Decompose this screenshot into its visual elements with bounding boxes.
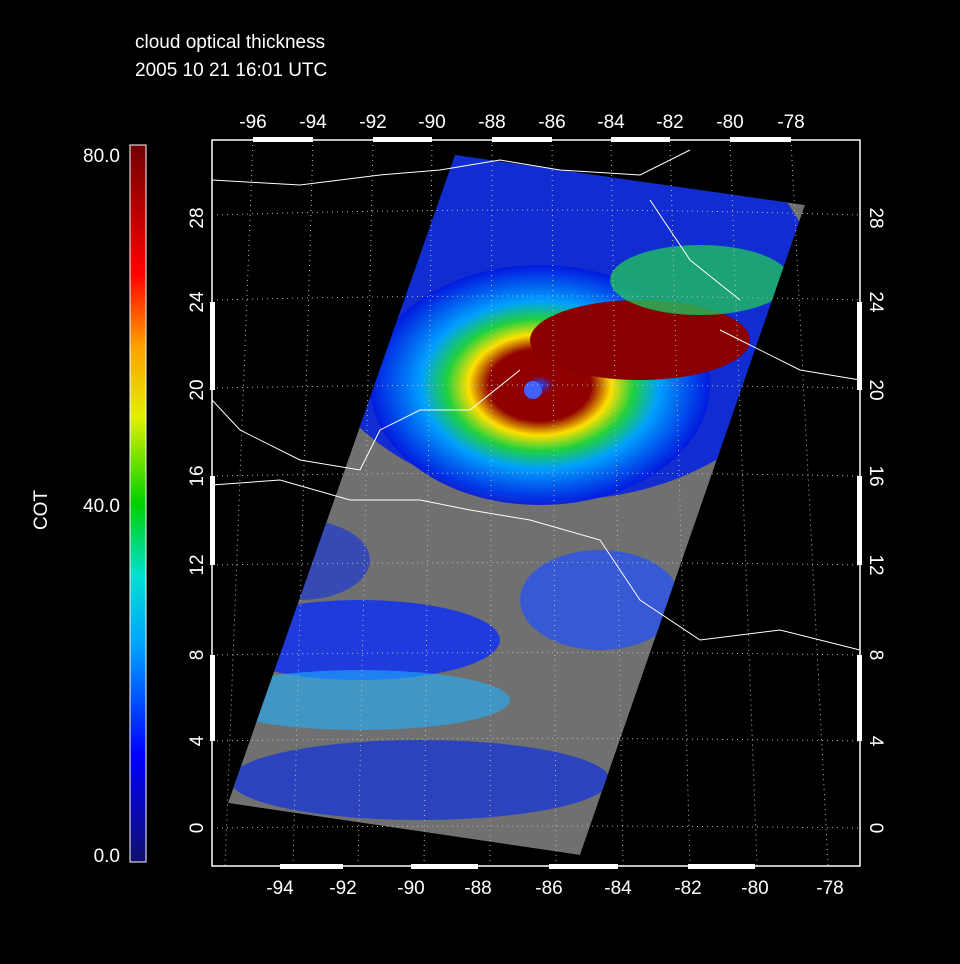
- colorbar-tick-label: 40.0: [83, 496, 120, 517]
- bottom-tick-label: -88: [464, 878, 491, 899]
- axis-bar: [857, 302, 862, 390]
- right-tick-label: 24: [865, 291, 886, 313]
- colorbar-label: COT: [31, 490, 52, 531]
- colorbar-tick-label: 80.0: [83, 146, 120, 167]
- bottom-tick-label: -84: [604, 878, 632, 899]
- left-tick-label: 28: [187, 207, 208, 228]
- top-tick-label: -94: [299, 112, 327, 133]
- bottom-tick-label: -92: [329, 878, 356, 899]
- right-tick-label: 16: [865, 465, 886, 486]
- colorbar: [129, 144, 147, 863]
- axis-bar: [411, 864, 478, 869]
- axis-bar: [549, 864, 618, 869]
- right-tick-label: 4: [865, 736, 886, 747]
- top-tick-label: -90: [418, 112, 445, 133]
- axis-bar: [688, 864, 755, 869]
- axis-bar: [857, 476, 862, 565]
- left-tick-label: 8: [187, 650, 208, 661]
- left-tick-label: 0: [187, 823, 208, 834]
- right-tick-label: 12: [865, 554, 886, 575]
- bottom-tick-label: -90: [397, 878, 424, 899]
- left-tick-label: 16: [187, 465, 208, 486]
- coastlines: [211, 149, 861, 651]
- axis-bar: [730, 137, 791, 142]
- axis-bar: [280, 864, 343, 869]
- left-tick-label: 24: [187, 291, 208, 313]
- top-tick-label: -92: [359, 112, 386, 133]
- top-tick-label: -88: [478, 112, 505, 133]
- left-tick-label: 4: [187, 735, 208, 746]
- bottom-tick-label: -86: [535, 878, 562, 899]
- title-line: 2005 10 21 16:01 UTC: [135, 60, 327, 81]
- bottom-tick-label: -80: [741, 878, 768, 899]
- left-tick-label: 12: [187, 554, 208, 575]
- right-tick-label: 20: [865, 379, 886, 400]
- axis-bar: [210, 302, 215, 390]
- right-tick-label: 0: [865, 823, 886, 834]
- top-tick-label: -78: [777, 112, 804, 133]
- axis-bar: [857, 655, 862, 741]
- title-line: cloud optical thickness: [135, 32, 325, 53]
- top-tick-label: -80: [716, 112, 743, 133]
- bottom-tick-label: -78: [816, 878, 843, 899]
- top-tick-label: -84: [597, 112, 625, 133]
- top-tick-label: -96: [239, 112, 266, 133]
- axis-bar: [492, 137, 552, 142]
- swath: [228, 155, 805, 855]
- axis-bar: [210, 476, 215, 565]
- axis-bar: [253, 137, 313, 142]
- bottom-tick-label: -82: [674, 878, 701, 899]
- axis-bar: [373, 137, 432, 142]
- axis-bar: [611, 137, 670, 142]
- colorbar-tick-label: 0.0: [94, 846, 120, 867]
- top-tick-label: -86: [538, 112, 565, 133]
- left-tick-label: 20: [187, 379, 208, 400]
- right-tick-label: 28: [865, 207, 886, 228]
- right-tick-label: 8: [865, 650, 886, 661]
- axis-bar: [210, 655, 215, 741]
- top-tick-label: -82: [656, 112, 683, 133]
- bottom-tick-label: -94: [266, 878, 294, 899]
